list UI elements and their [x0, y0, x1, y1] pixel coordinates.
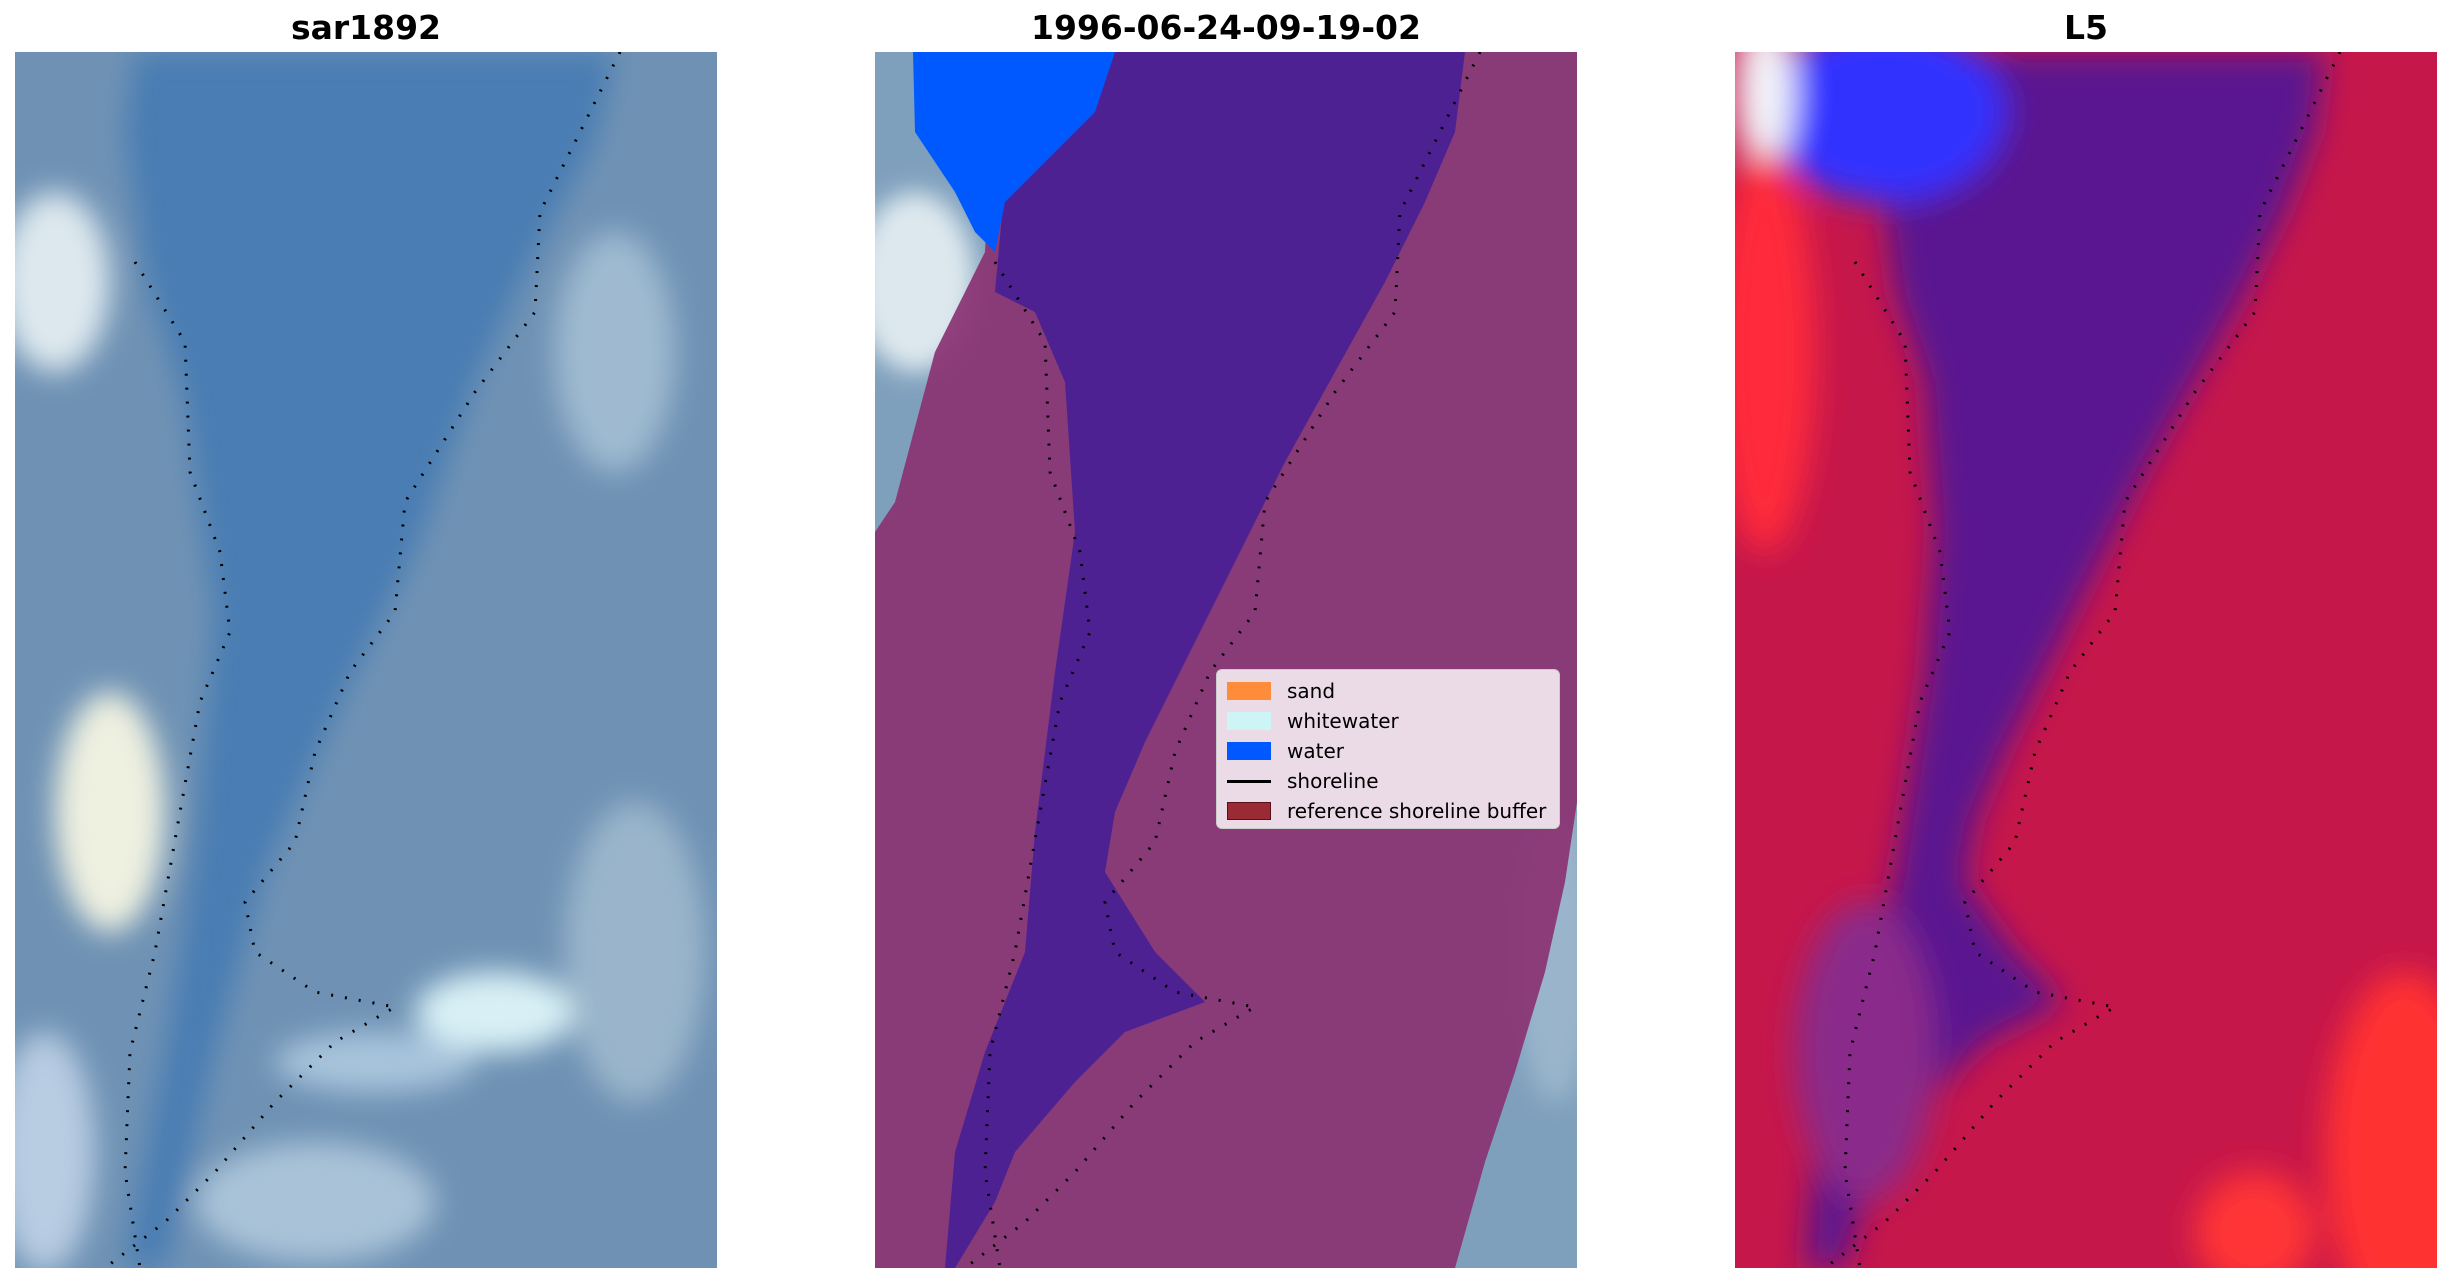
classification-image [875, 52, 1577, 1268]
legend-label: water [1287, 739, 1344, 763]
panel-title-rgb: sar1892 [290, 8, 442, 47]
sand-swatch [1227, 682, 1271, 700]
index-panel [1735, 52, 2437, 1268]
rgb-image-panel [15, 52, 717, 1268]
panel-title-index: L5 [2064, 8, 2108, 47]
legend-item-whitewater: whitewater [1227, 706, 1549, 736]
legend-item-water: water [1227, 736, 1549, 766]
whitewater-swatch [1227, 712, 1271, 730]
water-class-region [945, 52, 1465, 1268]
water-patch [913, 52, 1115, 252]
legend-label: whitewater [1287, 709, 1399, 733]
index-image [1735, 52, 2437, 1268]
water-swatch [1227, 742, 1271, 760]
legend-item-buffer: reference shoreline buffer [1227, 796, 1549, 826]
legend-item-sand: sand [1227, 676, 1549, 706]
rgb-image [15, 52, 717, 1268]
legend: sand whitewater water shoreline referenc… [1216, 669, 1560, 829]
shoreline-line-symbol [1227, 779, 1271, 783]
buffer-swatch [1227, 802, 1271, 820]
panel-title-classification: 1996-06-24-09-19-02 [1031, 8, 1421, 47]
classification-panel [875, 52, 1577, 1268]
legend-item-shoreline: shoreline [1227, 766, 1549, 796]
legend-label: sand [1287, 679, 1336, 703]
legend-label: shoreline [1287, 769, 1379, 793]
legend-label: reference shoreline buffer [1287, 799, 1547, 823]
